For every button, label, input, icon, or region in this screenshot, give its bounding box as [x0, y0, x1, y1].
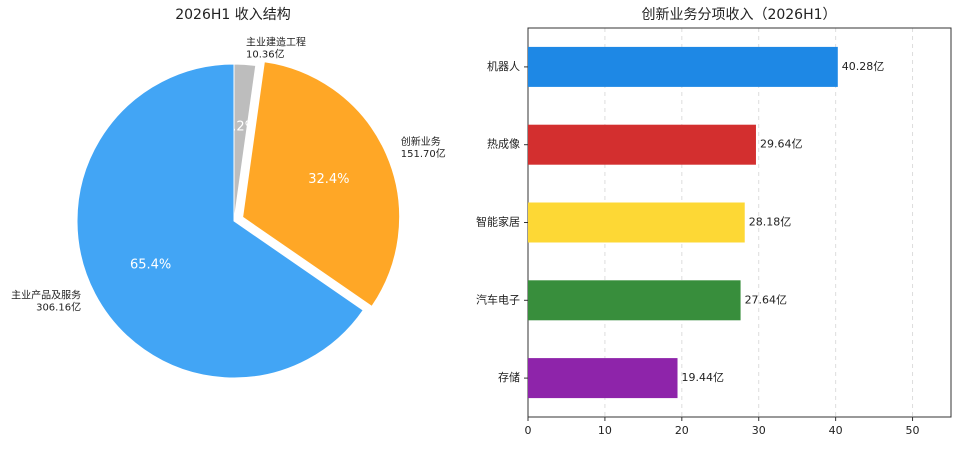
bar	[528, 202, 745, 243]
slice-name: 创新业务	[401, 135, 441, 148]
x-tick-label: 20	[675, 424, 689, 437]
pct-label: 32.4%	[308, 172, 349, 187]
slice-value: 10.36亿	[246, 48, 285, 61]
bar	[528, 124, 756, 165]
slice-name: 主业建造工程	[246, 36, 306, 49]
bar	[528, 46, 838, 87]
slice-value: 151.70亿	[401, 147, 446, 160]
x-tick-label: 50	[906, 424, 920, 437]
y-tick-label: 机器人	[487, 59, 520, 73]
x-tick-label: 40	[829, 424, 843, 437]
value-label: 40.28亿	[842, 60, 885, 73]
value-label: 19.44亿	[682, 371, 725, 384]
bar-title: 创新业务分项收入（2026H1）	[641, 7, 836, 23]
y-tick-label: 热成像	[487, 138, 520, 151]
bar	[528, 280, 741, 321]
value-label: 28.18亿	[749, 216, 792, 229]
x-tick-label: 30	[752, 424, 766, 437]
bar	[528, 358, 678, 399]
pie-title: 2026H1 收入结构	[175, 7, 291, 23]
pie-slice	[242, 61, 401, 308]
pie-slice	[76, 63, 364, 379]
y-tick-label: 存储	[498, 370, 520, 384]
y-tick-label: 汽车电子	[476, 292, 520, 306]
y-tick-label: 智能家居	[476, 215, 520, 229]
slice-value: 306.16亿	[36, 300, 81, 313]
slice-name: 主业产品及服务	[11, 288, 81, 301]
value-label: 29.64亿	[760, 138, 803, 151]
x-tick-label: 10	[598, 424, 612, 437]
pct-label: 65.4%	[130, 257, 171, 272]
value-label: 27.64亿	[745, 293, 788, 306]
x-tick-label: 0	[525, 424, 532, 437]
